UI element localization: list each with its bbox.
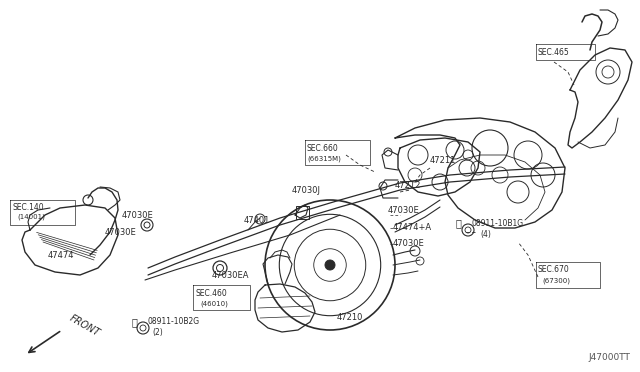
Text: 47210: 47210	[337, 314, 364, 323]
Text: (4): (4)	[480, 230, 491, 238]
Text: J47000TT: J47000TT	[588, 353, 630, 362]
Bar	[296, 206, 309, 219]
Circle shape	[325, 260, 335, 270]
Text: 47211: 47211	[430, 155, 456, 164]
Text: 47474: 47474	[48, 250, 74, 260]
Text: SEC.660: SEC.660	[307, 144, 339, 153]
Text: 47401: 47401	[244, 215, 270, 224]
Text: 47030EA: 47030EA	[212, 272, 250, 280]
Text: 47212: 47212	[395, 180, 421, 189]
Text: 08911-10B1G: 08911-10B1G	[472, 218, 524, 228]
Text: 47030J: 47030J	[292, 186, 321, 195]
Text: 47030E: 47030E	[393, 238, 425, 247]
Text: (46010): (46010)	[200, 301, 228, 307]
Text: SEC.465: SEC.465	[538, 48, 570, 57]
Text: 47030E: 47030E	[388, 205, 420, 215]
Text: 47030E: 47030E	[122, 211, 154, 219]
Text: SEC.140: SEC.140	[12, 202, 44, 212]
Text: (67300): (67300)	[542, 278, 570, 284]
Text: 47474+A: 47474+A	[393, 222, 432, 231]
Text: Ⓝ: Ⓝ	[132, 317, 138, 327]
Text: 47030E: 47030E	[105, 228, 137, 237]
Text: Ⓝ: Ⓝ	[456, 218, 462, 228]
Text: (14001): (14001)	[17, 214, 45, 220]
Text: SEC.670: SEC.670	[538, 266, 570, 275]
Text: (66315M): (66315M)	[307, 156, 341, 162]
Text: 08911-10B2G: 08911-10B2G	[148, 317, 200, 327]
Text: FRONT: FRONT	[68, 313, 102, 339]
Text: (2): (2)	[152, 328, 163, 337]
Text: SEC.460: SEC.460	[196, 289, 228, 298]
